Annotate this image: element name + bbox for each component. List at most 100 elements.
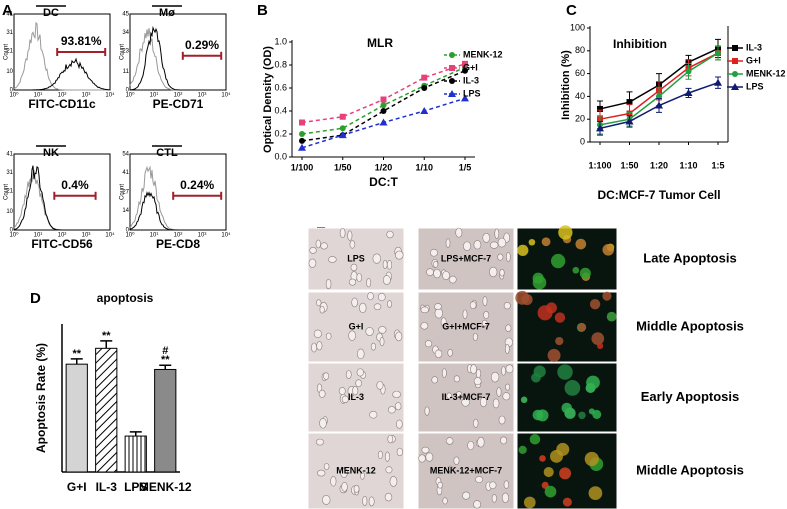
cell bbox=[447, 348, 453, 357]
x-tick-label: 10² bbox=[174, 233, 183, 239]
micrograph-label: MENK-12+MCF-7 bbox=[430, 465, 502, 475]
x-tick-label: G+I bbox=[67, 480, 87, 494]
y-tick-label: 0 bbox=[580, 136, 585, 146]
cell bbox=[503, 480, 510, 489]
x-tick-label: 10³ bbox=[198, 233, 207, 239]
cell bbox=[370, 342, 376, 351]
cell bbox=[377, 450, 383, 459]
data-point bbox=[715, 50, 721, 57]
cell bbox=[308, 258, 317, 268]
cell bbox=[448, 465, 454, 473]
cell bbox=[347, 230, 353, 241]
panel-title: Mø bbox=[159, 7, 175, 19]
x-axis-label: PE-CD8 bbox=[156, 237, 200, 251]
data-point bbox=[714, 78, 722, 86]
data-point bbox=[461, 94, 469, 102]
x-axis-label: FITC-CD11c bbox=[28, 97, 96, 111]
micrograph-label: G+I+MCF-7 bbox=[442, 321, 490, 331]
legend-marker bbox=[448, 90, 456, 97]
data-point bbox=[626, 99, 633, 106]
y-tick-label: 14 bbox=[122, 208, 129, 214]
cell bbox=[313, 329, 322, 338]
y-tick-label: 41 bbox=[122, 170, 129, 176]
cell bbox=[377, 292, 386, 302]
cell bbox=[437, 481, 443, 489]
y-tick-label: 80 bbox=[575, 45, 585, 55]
histogram-curve bbox=[14, 57, 110, 91]
y-tick-label: 41 bbox=[6, 152, 13, 158]
y-axis-label: Inhibition (%) bbox=[560, 50, 572, 120]
cell bbox=[352, 386, 359, 396]
cell bbox=[467, 440, 475, 450]
y-tick-label: 0 bbox=[126, 228, 130, 234]
x-tick-label: 1/50 bbox=[334, 162, 352, 172]
error-bar bbox=[70, 358, 83, 365]
data-point bbox=[421, 74, 428, 81]
data-point bbox=[299, 119, 305, 126]
x-tick-label: 10⁴ bbox=[221, 232, 231, 239]
x-tick-label: 10⁰ bbox=[125, 232, 135, 239]
error-bar bbox=[159, 364, 172, 370]
x-tick-label: 1/10 bbox=[415, 162, 433, 172]
cell bbox=[539, 455, 546, 462]
cell bbox=[316, 299, 322, 307]
data-point bbox=[462, 67, 468, 74]
y-axis-label: Optical Density (OD) bbox=[262, 46, 274, 153]
cell bbox=[425, 452, 434, 462]
cell bbox=[378, 326, 387, 334]
x-tick-label: 1:10 bbox=[679, 160, 697, 170]
x-tick-label: 10¹ bbox=[34, 93, 43, 99]
panel-title: DC bbox=[43, 7, 59, 19]
legend-label: MENK-12 bbox=[746, 68, 786, 78]
cell bbox=[473, 377, 482, 386]
cell bbox=[561, 402, 573, 414]
series-line bbox=[301, 70, 466, 142]
legend-marker bbox=[731, 83, 739, 90]
data-point bbox=[420, 107, 429, 114]
cell bbox=[356, 273, 363, 283]
y-tick-label: 41 bbox=[6, 12, 13, 18]
cell bbox=[483, 311, 490, 319]
data-point bbox=[625, 117, 634, 125]
gate-percent: 0.24% bbox=[180, 178, 214, 192]
cell bbox=[521, 294, 533, 306]
cell bbox=[470, 364, 477, 375]
cell bbox=[418, 454, 426, 463]
cell bbox=[373, 303, 382, 311]
bar bbox=[65, 363, 88, 473]
cell bbox=[362, 495, 368, 507]
cell bbox=[379, 337, 385, 347]
cell bbox=[348, 278, 357, 286]
cell bbox=[489, 481, 497, 490]
legend-label: LPS bbox=[746, 81, 764, 91]
cell bbox=[315, 438, 324, 446]
cell bbox=[481, 319, 488, 327]
significance: # bbox=[162, 345, 168, 357]
cell bbox=[559, 467, 572, 480]
cell bbox=[554, 312, 566, 323]
cell bbox=[482, 296, 488, 307]
panel-label: B bbox=[257, 2, 268, 19]
cell bbox=[455, 391, 463, 398]
cell bbox=[320, 242, 328, 250]
cell bbox=[532, 275, 547, 290]
cell bbox=[529, 434, 541, 445]
cell bbox=[489, 241, 499, 249]
x-tick-label: 10⁴ bbox=[105, 232, 115, 239]
cell bbox=[351, 297, 358, 308]
cell bbox=[345, 370, 352, 379]
stage-label: Middle Apoptosis bbox=[636, 318, 744, 333]
data-point bbox=[379, 118, 388, 126]
cell bbox=[395, 250, 404, 260]
cell bbox=[376, 381, 384, 390]
y-tick-label: 20 bbox=[575, 114, 585, 124]
cell bbox=[350, 263, 358, 272]
cell bbox=[544, 485, 557, 498]
x-tick-label: 10³ bbox=[198, 93, 207, 99]
x-tick-label: 10⁴ bbox=[105, 92, 115, 99]
error-bar bbox=[129, 431, 142, 437]
cell bbox=[473, 500, 482, 509]
cell bbox=[575, 238, 587, 250]
cell bbox=[442, 271, 450, 280]
